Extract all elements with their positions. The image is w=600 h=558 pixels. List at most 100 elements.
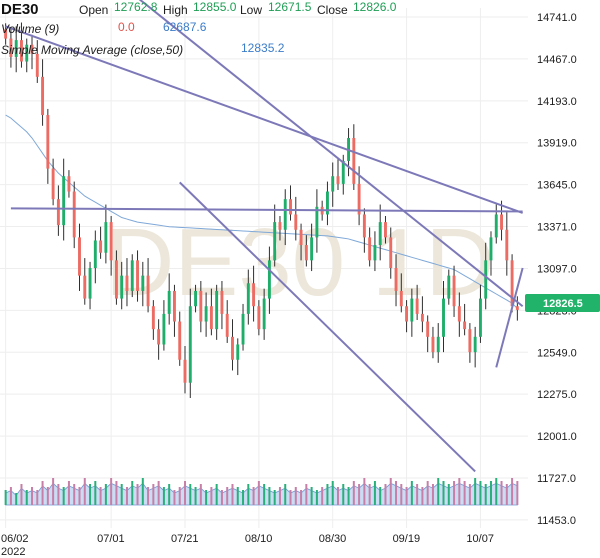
volume-bar [194, 487, 197, 505]
candle [25, 38, 29, 73]
candle-body [194, 290, 198, 307]
volume-bar [20, 484, 23, 505]
x-year-label: 2022 [1, 546, 25, 558]
candle [183, 346, 187, 394]
trendline[interactable] [10, 207, 523, 213]
candle-body [463, 321, 467, 330]
volume-bar [15, 493, 18, 505]
trendlines[interactable] [5, 0, 524, 473]
trendline[interactable] [179, 181, 476, 473]
volume-bar [437, 478, 440, 505]
candle [125, 258, 129, 307]
candle-body [183, 359, 187, 383]
close-value: 12826.0 [353, 0, 397, 14]
candle-body [20, 40, 23, 62]
grid [0, 8, 528, 528]
candle [405, 300, 409, 333]
candle-body [46, 115, 50, 169]
last-price-value: 12826.5 [543, 298, 583, 310]
candle-body [405, 306, 409, 322]
candle [362, 208, 366, 253]
candle [489, 231, 493, 276]
volume-bar [347, 487, 350, 505]
volume-bar [326, 484, 329, 505]
trendline[interactable] [122, 0, 524, 308]
x-tick-label: 07/01 [97, 533, 125, 545]
y-tick-label: 11453.0 [537, 515, 576, 527]
volume-bar [231, 484, 234, 505]
candle [136, 250, 139, 302]
low-value: 12671.5 [268, 0, 312, 14]
volume-bar [410, 481, 413, 505]
trendline[interactable] [495, 267, 524, 368]
candle [436, 323, 440, 363]
candle-body [67, 176, 71, 192]
candle-body [41, 76, 45, 116]
volume-bar [468, 484, 471, 505]
volume-bar [395, 481, 398, 505]
candle-body [257, 306, 261, 330]
volume-bar [57, 484, 60, 505]
candle-body [25, 44, 29, 62]
sma-label: Simple Moving Average (close,50) [1, 43, 183, 57]
candle [151, 300, 155, 340]
candle [457, 292, 461, 337]
volume-bar [157, 481, 160, 505]
candle [505, 212, 509, 276]
candle-body [104, 222, 108, 253]
open-value: 12762.8 [114, 0, 158, 14]
candle [304, 235, 308, 267]
candle [93, 230, 97, 284]
candle [378, 204, 382, 261]
volume-bar [136, 484, 139, 505]
candle-body [420, 313, 424, 322]
volume-bar [247, 484, 250, 505]
candle [283, 189, 287, 246]
volume-bar [67, 481, 70, 505]
volume-bar [220, 490, 223, 505]
price-axis: 14741.0 14467.0 14193.0 13919.0 13645.0 13371… [537, 12, 577, 527]
ohlc-legend: DE30 Open 12762.8 High 12855.0 Low 12671… [1, 0, 397, 57]
candle-body [325, 191, 329, 215]
candle-body [209, 306, 213, 330]
volume-bar [41, 481, 44, 505]
sma-value: 12835.2 [241, 41, 285, 55]
candle [384, 216, 387, 244]
candle-body [473, 336, 477, 353]
candle [167, 273, 171, 325]
candle [209, 288, 213, 336]
candle-body [389, 237, 393, 268]
candle-body [56, 199, 60, 226]
candle-body [88, 268, 92, 299]
volume-bar [104, 484, 107, 505]
y-tick-label: 14467.0 [537, 54, 577, 66]
candle-body [220, 290, 224, 314]
candle-body [304, 245, 308, 261]
trendline[interactable] [5, 25, 523, 214]
volume-bar [463, 481, 466, 505]
candle-body [468, 329, 472, 353]
candle-body [35, 53, 39, 77]
volume-bar [384, 484, 387, 505]
volume-bar [379, 487, 382, 505]
volume-value: 62687.6 [163, 20, 207, 34]
candle [78, 223, 81, 291]
candle [30, 34, 34, 70]
candle [410, 288, 414, 337]
candle-body [120, 275, 124, 299]
candle-body [357, 183, 361, 215]
x-tick-label: 09/19 [393, 533, 421, 545]
candle [157, 319, 161, 360]
volume-bar [352, 481, 355, 505]
volume-bar [505, 484, 508, 505]
candle-body [336, 176, 340, 184]
volume-bar [458, 478, 461, 505]
candle [120, 261, 124, 310]
volume-bar [242, 490, 245, 505]
candle-body [114, 260, 118, 299]
candle [252, 265, 256, 322]
candle [62, 158, 66, 241]
volume-bar [368, 484, 371, 505]
